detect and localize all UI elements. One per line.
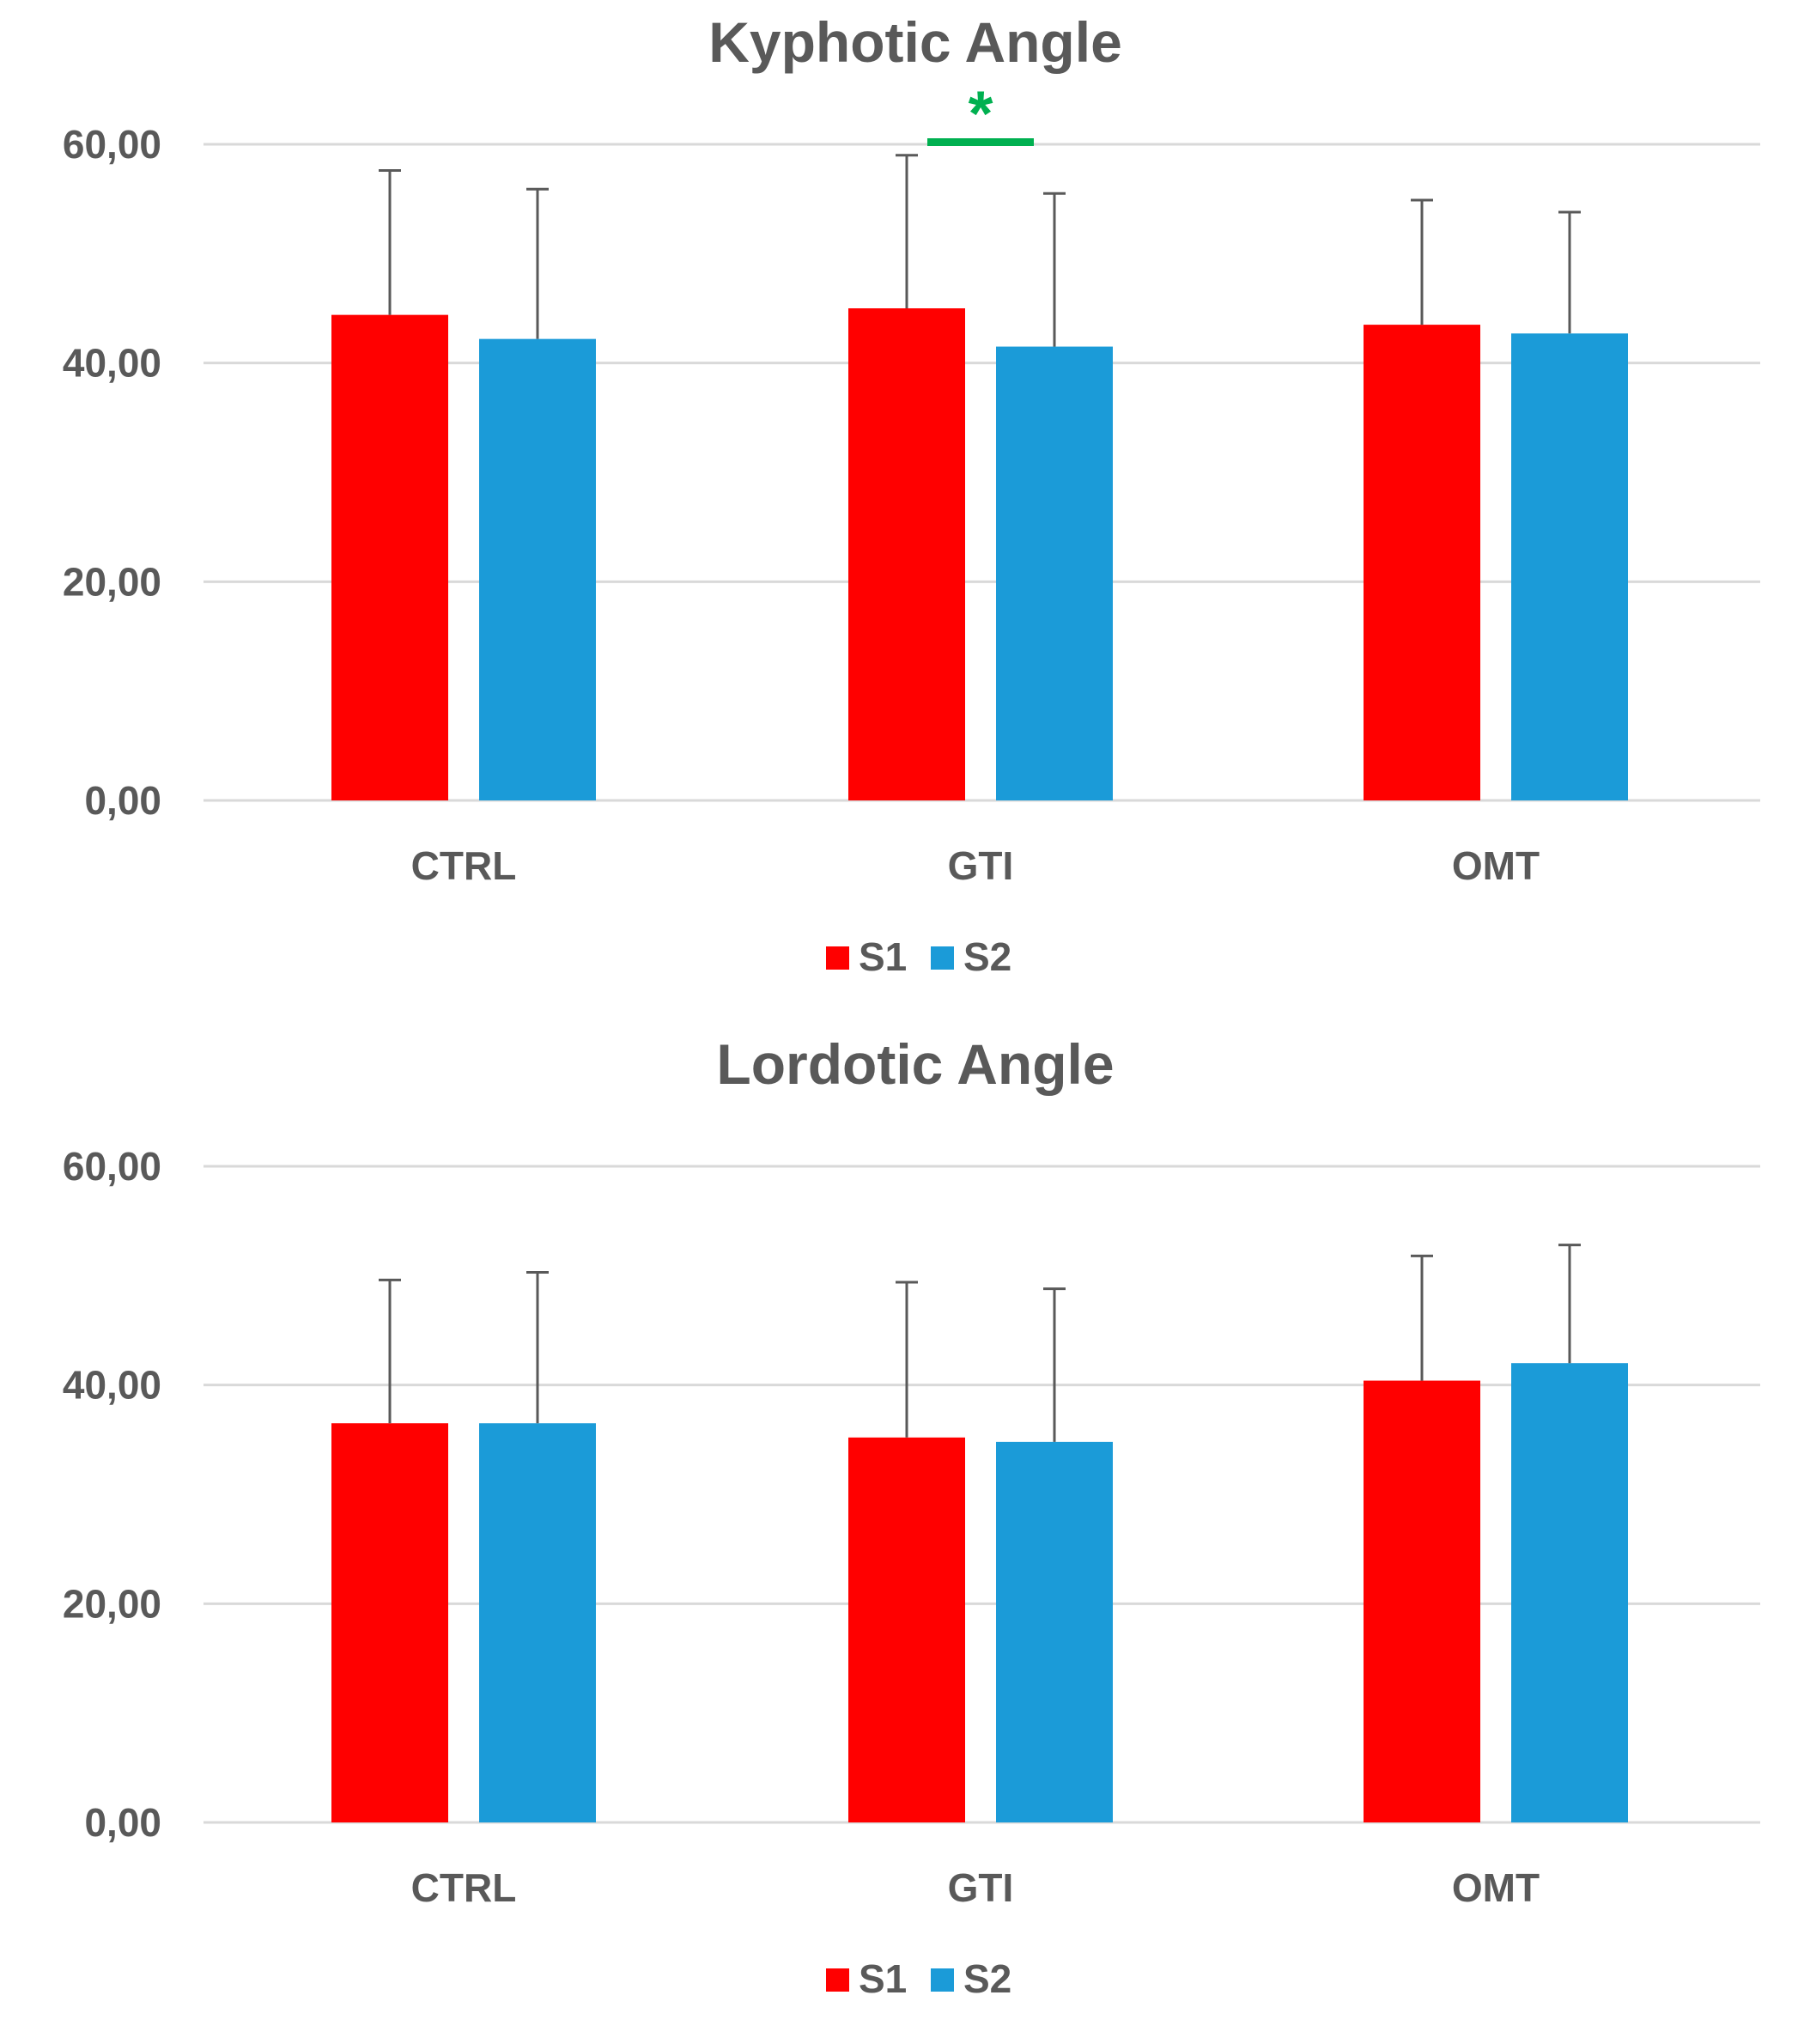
y-tick-label: 0,00 xyxy=(84,778,161,823)
bar-s2-omt xyxy=(1511,333,1628,801)
bar-s1-ctrl xyxy=(331,314,448,800)
bar-s2-ctrl xyxy=(479,1423,596,1822)
x-category-label: GTI xyxy=(948,843,1014,888)
significance-asterisk: * xyxy=(969,77,993,149)
legend-swatch-s1 xyxy=(826,946,849,970)
bar-s1-omt xyxy=(1364,325,1480,801)
bar-s1-omt xyxy=(1364,1380,1480,1822)
legend-label: S1 xyxy=(859,1956,907,2001)
y-tick-label: 60,00 xyxy=(63,122,161,167)
kyphotic-angle-chart-svg: Kyphotic Angle 0,00 20,00 40,00 60,00 CTRL GTI… xyxy=(63,10,1760,979)
y-tick-label: 40,00 xyxy=(63,341,161,386)
bar-s1-ctrl xyxy=(331,1423,448,1822)
legend-swatch-s1 xyxy=(826,1968,849,1992)
y-tick-label: 20,00 xyxy=(63,1581,161,1626)
legend-label: S2 xyxy=(963,1956,1011,2001)
lordotic-angle-chart: Lordotic Angle 0,00 20,00 40,00 60,00 CTRL GTI… xyxy=(0,1022,1798,2044)
x-category-label: OMT xyxy=(1452,1865,1540,1910)
bar-s2-gti xyxy=(996,346,1113,801)
x-category-label: CTRL xyxy=(411,843,517,888)
legend-swatch-s2 xyxy=(931,946,954,970)
bar-s1-gti xyxy=(848,308,965,800)
kyphotic-angle-chart: Kyphotic Angle 0,00 20,00 40,00 60,00 CTRL GTI… xyxy=(63,10,1760,979)
legend-label: S1 xyxy=(859,934,907,979)
lordotic-angle-chart-svg: Lordotic Angle 0,00 20,00 40,00 60,00 CTRL GTI… xyxy=(63,1032,1760,2001)
chart-title: Kyphotic Angle xyxy=(708,10,1122,74)
bar-s2-ctrl xyxy=(479,338,596,800)
x-category-label: OMT xyxy=(1452,843,1540,888)
bar-s1-gti xyxy=(848,1437,965,1822)
x-category-label: CTRL xyxy=(411,1865,517,1910)
legend-label: S2 xyxy=(963,934,1011,979)
bar-s2-gti xyxy=(996,1441,1113,1822)
legend-swatch-s2 xyxy=(931,1968,954,1992)
y-tick-label: 0,00 xyxy=(84,1800,161,1845)
chart-title: Lordotic Angle xyxy=(716,1032,1114,1096)
y-tick-label: 20,00 xyxy=(63,559,161,604)
x-category-label: GTI xyxy=(948,1865,1014,1910)
y-tick-label: 40,00 xyxy=(63,1363,161,1408)
bar-s2-omt xyxy=(1511,1363,1628,1822)
y-tick-label: 60,00 xyxy=(63,1144,161,1189)
